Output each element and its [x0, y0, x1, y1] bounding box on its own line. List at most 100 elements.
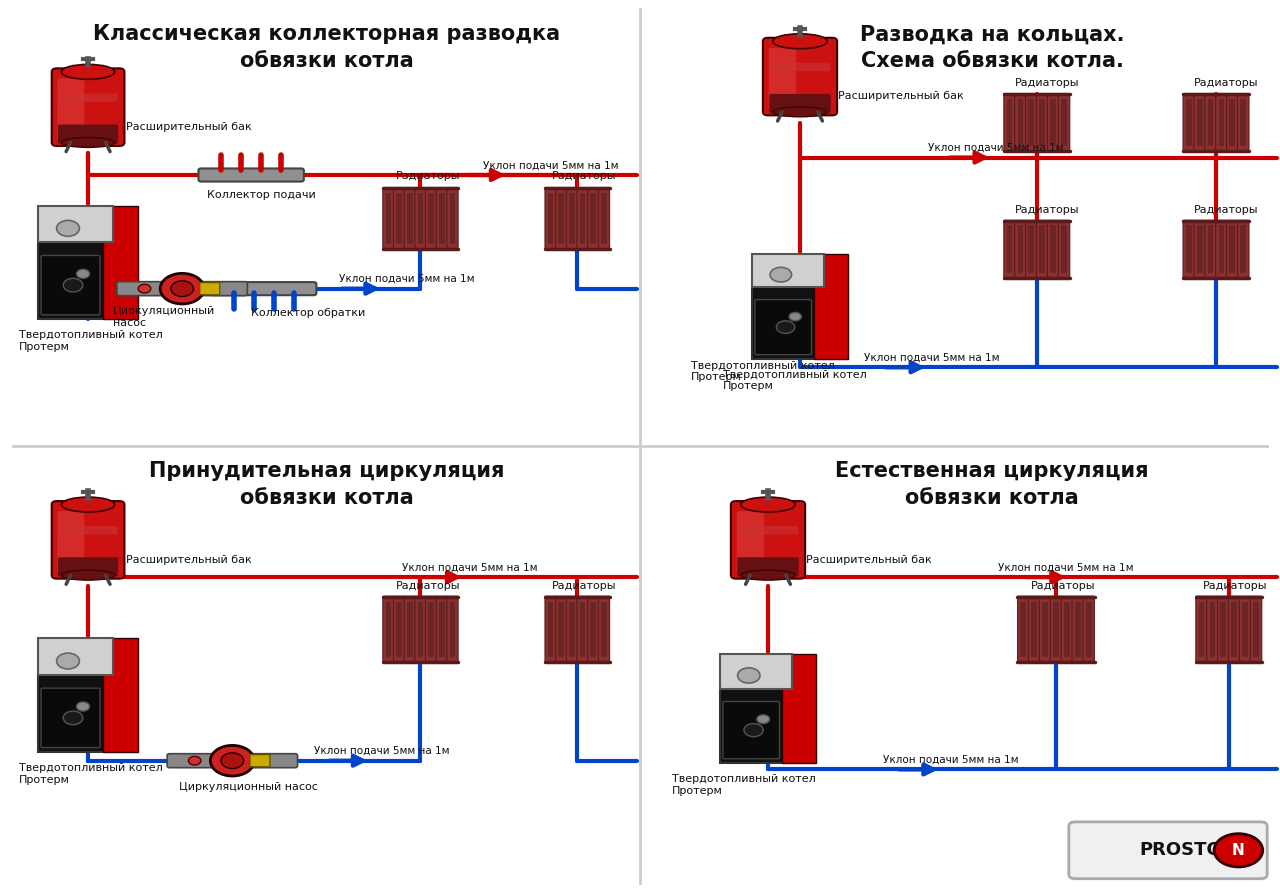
Bar: [1007, 226, 1012, 273]
Bar: [104, 639, 138, 752]
Circle shape: [756, 714, 769, 723]
Text: Твердотопливный котел
Протерм: Твердотопливный котел Протерм: [723, 369, 867, 392]
Bar: [1029, 99, 1034, 146]
FancyBboxPatch shape: [566, 596, 577, 663]
Bar: [602, 193, 607, 244]
Text: Уклон подачи 5мм на 1м: Уклон подачи 5мм на 1м: [339, 274, 475, 284]
FancyBboxPatch shape: [1059, 94, 1070, 152]
Bar: [1042, 602, 1048, 657]
Bar: [570, 193, 575, 244]
Text: PROSTO: PROSTO: [1139, 841, 1222, 859]
Ellipse shape: [61, 64, 115, 79]
Bar: [580, 602, 585, 657]
FancyBboxPatch shape: [566, 187, 577, 250]
Bar: [580, 193, 585, 244]
Circle shape: [771, 268, 791, 282]
Bar: [407, 602, 412, 657]
Circle shape: [221, 753, 243, 769]
Text: Расширительный бак: Расширительный бак: [806, 555, 932, 565]
FancyBboxPatch shape: [556, 187, 567, 250]
Text: Разводка на кольцах.
Схема обвязки котла.: Разводка на кольцах. Схема обвязки котла…: [860, 24, 1124, 70]
Ellipse shape: [773, 107, 827, 117]
Bar: [1187, 226, 1192, 273]
Bar: [1050, 99, 1056, 146]
Bar: [719, 654, 792, 689]
FancyBboxPatch shape: [58, 78, 84, 140]
FancyBboxPatch shape: [58, 558, 118, 576]
Bar: [1061, 226, 1066, 273]
FancyBboxPatch shape: [1059, 220, 1070, 278]
FancyBboxPatch shape: [1204, 94, 1216, 152]
Bar: [1064, 602, 1070, 657]
FancyBboxPatch shape: [1183, 220, 1194, 278]
FancyBboxPatch shape: [250, 755, 270, 767]
Circle shape: [170, 281, 193, 296]
Ellipse shape: [61, 137, 115, 147]
FancyBboxPatch shape: [1015, 220, 1027, 278]
Text: Уклон подачи 5мм на 1м: Уклон подачи 5мм на 1м: [883, 755, 1019, 764]
FancyBboxPatch shape: [769, 94, 831, 113]
Text: Уклон подачи 5мм на 1м: Уклон подачи 5мм на 1м: [998, 563, 1134, 573]
FancyBboxPatch shape: [545, 187, 557, 250]
Bar: [1240, 99, 1247, 146]
Text: Уклон подачи 5мм на 1м: Уклон подачи 5мм на 1м: [928, 143, 1064, 153]
FancyBboxPatch shape: [1204, 220, 1216, 278]
FancyBboxPatch shape: [737, 511, 764, 573]
FancyBboxPatch shape: [755, 300, 812, 355]
Circle shape: [63, 711, 83, 724]
FancyBboxPatch shape: [768, 48, 796, 110]
Text: Твердотопливный котел
Протерм: Твердотопливный котел Протерм: [691, 361, 835, 383]
FancyBboxPatch shape: [1047, 94, 1059, 152]
Text: Классическая коллекторная разводка
обвязки котла: Классическая коллекторная разводка обвяз…: [93, 24, 559, 70]
Bar: [548, 193, 553, 244]
Bar: [397, 193, 402, 244]
Bar: [1039, 99, 1046, 146]
Ellipse shape: [741, 570, 795, 580]
Bar: [449, 602, 456, 657]
Bar: [719, 689, 817, 763]
Text: Радиаторы: Радиаторы: [1193, 78, 1258, 88]
Text: Твердотопливный котел
Протерм: Твердотопливный котел Протерм: [19, 330, 163, 352]
FancyBboxPatch shape: [1194, 220, 1206, 278]
Bar: [1240, 226, 1247, 273]
Bar: [1253, 602, 1258, 657]
FancyBboxPatch shape: [1217, 596, 1229, 663]
Bar: [1061, 99, 1066, 146]
Bar: [1207, 226, 1213, 273]
FancyBboxPatch shape: [1029, 596, 1039, 663]
Circle shape: [56, 220, 79, 236]
Bar: [439, 193, 444, 244]
Bar: [1219, 99, 1224, 146]
Circle shape: [210, 746, 255, 776]
FancyBboxPatch shape: [598, 187, 609, 250]
Text: Твердотопливный котел
Протерм: Твердотопливный котел Протерм: [19, 763, 163, 785]
Bar: [429, 193, 434, 244]
Text: Циркуляционный насос: Циркуляционный насос: [179, 782, 317, 792]
Text: Уклон подачи 5мм на 1м: Уклон подачи 5мм на 1м: [484, 161, 618, 170]
Bar: [1230, 99, 1235, 146]
FancyBboxPatch shape: [1229, 596, 1240, 663]
Bar: [1085, 602, 1092, 657]
Bar: [602, 602, 607, 657]
Circle shape: [188, 756, 201, 765]
Bar: [590, 193, 596, 244]
Bar: [1198, 602, 1204, 657]
Circle shape: [138, 285, 151, 293]
Text: Уклон подачи 5мм на 1м: Уклон подачи 5мм на 1м: [864, 352, 1000, 363]
FancyBboxPatch shape: [1226, 220, 1238, 278]
Circle shape: [777, 321, 795, 334]
FancyBboxPatch shape: [41, 688, 100, 747]
FancyBboxPatch shape: [1004, 220, 1015, 278]
Text: Расширительный бак: Расширительный бак: [125, 555, 251, 565]
Bar: [385, 193, 392, 244]
FancyBboxPatch shape: [1061, 596, 1073, 663]
FancyBboxPatch shape: [58, 511, 84, 573]
Circle shape: [744, 723, 763, 737]
Bar: [558, 602, 564, 657]
FancyBboxPatch shape: [731, 501, 805, 579]
Text: Коллектор обратки: Коллектор обратки: [251, 308, 365, 318]
Bar: [753, 287, 849, 359]
Bar: [407, 193, 412, 244]
FancyBboxPatch shape: [415, 596, 426, 663]
FancyBboxPatch shape: [1216, 94, 1228, 152]
